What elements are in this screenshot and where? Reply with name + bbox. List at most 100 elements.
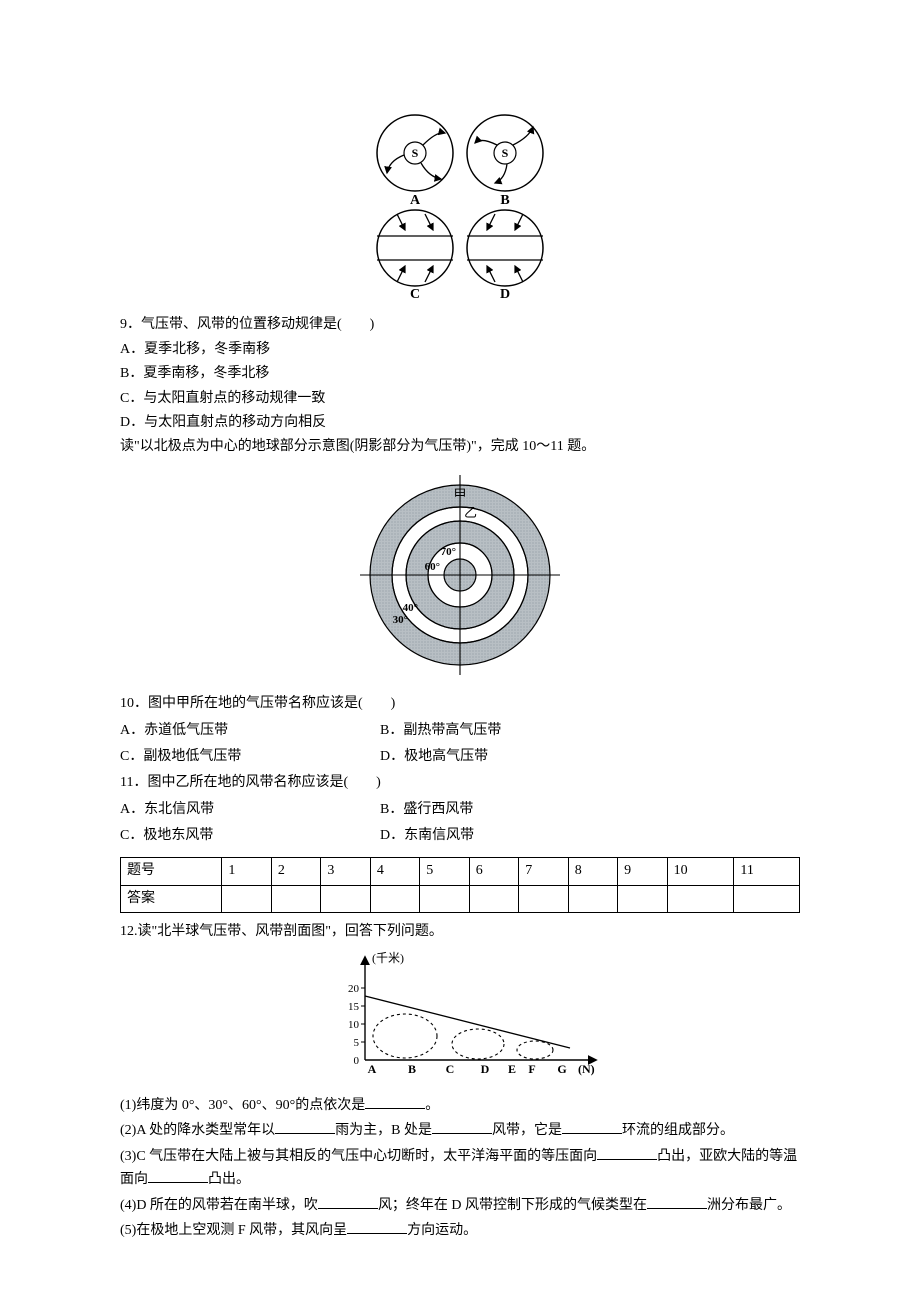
answer-col-5: 5 — [420, 858, 469, 885]
q10-stem: 10．图中甲所在地的气压带名称应该是( ) — [120, 693, 800, 715]
q12-p4b: 风；终年在 D 风带控制下形成的气候类型在 — [378, 1198, 647, 1213]
q10-opt-a: A．赤道低气压带 — [120, 720, 380, 742]
blank-input[interactable] — [562, 1119, 622, 1134]
fig3-ylabel: (千米) — [372, 951, 404, 965]
fig3-ytick-20: 20 — [348, 983, 360, 995]
q9-opt-c: C．与太阳直射点的移动规律一致 — [120, 388, 800, 410]
answer-col-9: 9 — [618, 858, 667, 885]
answer-col-8: 8 — [568, 858, 617, 885]
fig1-label-d: D — [500, 287, 510, 298]
answer-cell[interactable] — [469, 885, 518, 912]
fig3-ytick-10: 10 — [348, 1019, 360, 1031]
answer-col-11: 11 — [734, 858, 800, 885]
answer-col-6: 6 — [469, 858, 518, 885]
answer-col-4: 4 — [370, 858, 419, 885]
blank-input[interactable] — [597, 1145, 657, 1160]
blank-input[interactable] — [647, 1194, 707, 1209]
q11-opt-a: A．东北信风带 — [120, 799, 380, 821]
answer-col-1: 1 — [222, 858, 271, 885]
figure-profile-chart: (千米) 20 15 10 5 0 A B C D E F G (N) — [120, 950, 800, 1088]
answer-cell[interactable] — [618, 885, 667, 912]
q12-p2c: 风带，它是 — [492, 1123, 562, 1138]
q9-stem: 9．气压带、风带的位置移动规律是( ) — [120, 314, 800, 336]
q10-opt-b: B．副热带高气压带 — [380, 720, 640, 742]
answer-cell[interactable] — [222, 885, 271, 912]
fig2-lat40: 40° — [403, 602, 418, 614]
fig1-label-b: B — [500, 193, 509, 208]
q12-p1a: (1)纬度为 0°、30°、60°、90°的点依次是 — [120, 1098, 365, 1113]
fig3-x-f: F — [528, 1062, 535, 1076]
q12-p4a: (4)D 所在的风带若在南半球，吹 — [120, 1198, 318, 1213]
q11-opt-b: B．盛行西风带 — [380, 799, 640, 821]
answer-table-head-label: 题号 — [121, 858, 222, 885]
fig1-label-a: A — [410, 193, 421, 208]
q12-p1b: 。 — [425, 1098, 439, 1113]
q12-p3c: 凸出。 — [208, 1172, 250, 1187]
answer-col-10: 10 — [667, 858, 734, 885]
fig3-ytick-0: 0 — [354, 1055, 360, 1067]
fig2-yi: 乙 — [464, 505, 477, 520]
fig3-x-e: E — [508, 1062, 516, 1076]
answer-cell[interactable] — [370, 885, 419, 912]
q12-p2a: (2)A 处的降水类型常年以 — [120, 1123, 275, 1138]
fig3-x-b: B — [408, 1062, 416, 1076]
answer-cell[interactable] — [519, 885, 568, 912]
answer-cell[interactable] — [420, 885, 469, 912]
fig1-svg: S S A B — [365, 108, 555, 298]
fig3-x-c: C — [446, 1062, 455, 1076]
q11-opt-c: C．极地东风带 — [120, 825, 380, 847]
answer-table-head-row: 题号 1 2 3 4 5 6 7 8 9 10 11 — [121, 858, 800, 885]
q9-opt-d: D．与太阳直射点的移动方向相反 — [120, 412, 800, 434]
q12-p5b: 方向运动。 — [407, 1223, 477, 1238]
answer-col-3: 3 — [321, 858, 370, 885]
answer-cell[interactable] — [568, 885, 617, 912]
fig3-x-d: D — [481, 1062, 490, 1076]
q12-p4c: 洲分布最广。 — [707, 1198, 791, 1213]
answer-col-2: 2 — [271, 858, 320, 885]
fig3-ytick-15: 15 — [348, 1001, 360, 1013]
blank-input[interactable] — [148, 1168, 208, 1183]
fig3-x-a: A — [368, 1062, 377, 1076]
answer-cell[interactable] — [321, 885, 370, 912]
fig1-s-label-b: S — [502, 146, 509, 160]
q9-opt-b: B．夏季南移，冬季北移 — [120, 363, 800, 385]
lead-10-11: 读"以北极点为中心的地球部分示意图(阴影部分为气压带)"，完成 10～11 题。 — [120, 436, 800, 458]
q12-p2b: 雨为主，B 处是 — [335, 1123, 432, 1138]
fig2-lat60: 60° — [425, 561, 440, 573]
answer-cell[interactable] — [734, 885, 800, 912]
answer-table-ans-label: 答案 — [121, 885, 222, 912]
q12-p1: (1)纬度为 0°、30°、60°、90°的点依次是 。 — [120, 1094, 800, 1117]
q12-p2: (2)A 处的降水类型常年以 雨为主，B 处是 风带，它是 环流的组成部分。 — [120, 1119, 800, 1142]
blank-input[interactable] — [347, 1219, 407, 1234]
blank-input[interactable] — [275, 1119, 335, 1134]
answer-table: 题号 1 2 3 4 5 6 7 8 9 10 11 答案 — [120, 857, 800, 913]
answer-col-7: 7 — [519, 858, 568, 885]
q12-p4: (4)D 所在的风带若在南半球，吹 风；终年在 D 风带控制下形成的气候类型在 洲分… — [120, 1194, 800, 1217]
answer-table-ans-row: 答案 — [121, 885, 800, 912]
fig3-x-g: G — [557, 1062, 566, 1076]
answer-cell[interactable] — [667, 885, 734, 912]
fig3-xunit: (N) — [578, 1062, 595, 1076]
q12-p5: (5)在极地上空观测 F 风带，其风向呈 方向运动。 — [120, 1219, 800, 1242]
fig2-svg: 甲 乙 70° 60° 40° 30° — [350, 467, 570, 677]
figure-polar-rings: 甲 乙 70° 60° 40° 30° — [120, 467, 800, 685]
q12-p3a: (3)C 气压带在大陆上被与其相反的气压中心切断时，太平洋海平面的等压面向 — [120, 1149, 597, 1164]
figure-q8-options: S S A B — [120, 108, 800, 306]
blank-input[interactable] — [365, 1094, 425, 1109]
q12-p5a: (5)在极地上空观测 F 风带，其风向呈 — [120, 1223, 347, 1238]
q12-lead: 12.读"北半球气压带、风带剖面图"，回答下列问题。 — [120, 921, 800, 943]
q11-stem: 11．图中乙所在地的风带名称应该是( ) — [120, 772, 800, 794]
q10-opt-c: C．副极地低气压带 — [120, 746, 380, 768]
fig3-ytick-5: 5 — [354, 1037, 360, 1049]
q12-p3: (3)C 气压带在大陆上被与其相反的气压中心切断时，太平洋海平面的等压面向凸出，… — [120, 1145, 800, 1192]
q10-opt-d: D．极地高气压带 — [380, 746, 640, 768]
answer-cell[interactable] — [271, 885, 320, 912]
blank-input[interactable] — [318, 1194, 378, 1209]
fig3-svg: (千米) 20 15 10 5 0 A B C D E F G (N) — [310, 950, 610, 1080]
fig1-label-c: C — [410, 287, 420, 298]
fig2-jia: 甲 — [453, 487, 466, 502]
q12-p2d: 环流的组成部分。 — [622, 1123, 734, 1138]
fig2-lat70: 70° — [441, 546, 456, 558]
fig1-s-label-a: S — [412, 146, 419, 160]
blank-input[interactable] — [432, 1119, 492, 1134]
